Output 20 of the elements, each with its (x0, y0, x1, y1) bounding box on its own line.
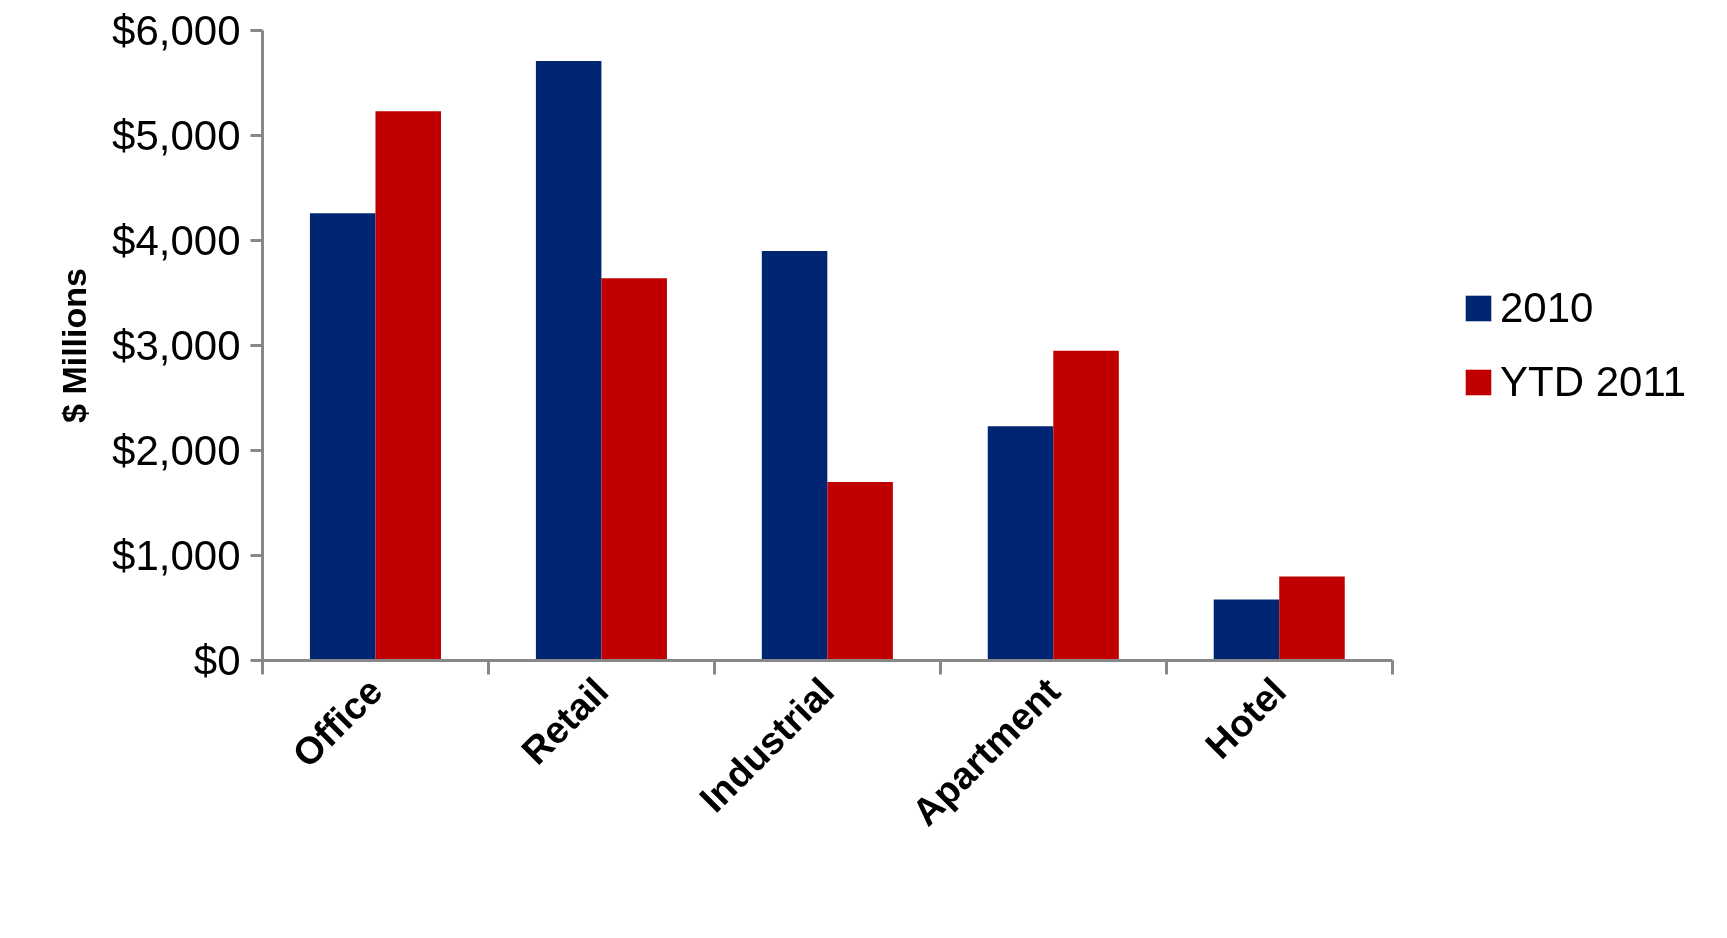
bar (987, 426, 1054, 661)
bar (1213, 599, 1280, 661)
y-tick-label: $3,000 (112, 322, 241, 369)
bar (309, 213, 376, 661)
legend-label: YTD 2011 (1500, 358, 1686, 406)
bar (1279, 576, 1345, 661)
bar (375, 111, 441, 661)
y-tick-label: $6,000 (112, 7, 241, 54)
y-tick-label: $5,000 (112, 112, 241, 159)
y-tick-label: $1,000 (112, 532, 241, 579)
bar (761, 251, 828, 661)
y-tick-label: $2,000 (112, 427, 241, 474)
y-tick-label: $0 (193, 637, 241, 684)
bar (827, 482, 893, 661)
y-tick-label: $4,000 (112, 217, 241, 264)
bar (601, 278, 667, 661)
bar (1053, 350, 1119, 661)
y-axis-title: $ Millions (55, 268, 94, 423)
bar (535, 60, 602, 661)
legend-label: 2010 (1500, 284, 1594, 332)
